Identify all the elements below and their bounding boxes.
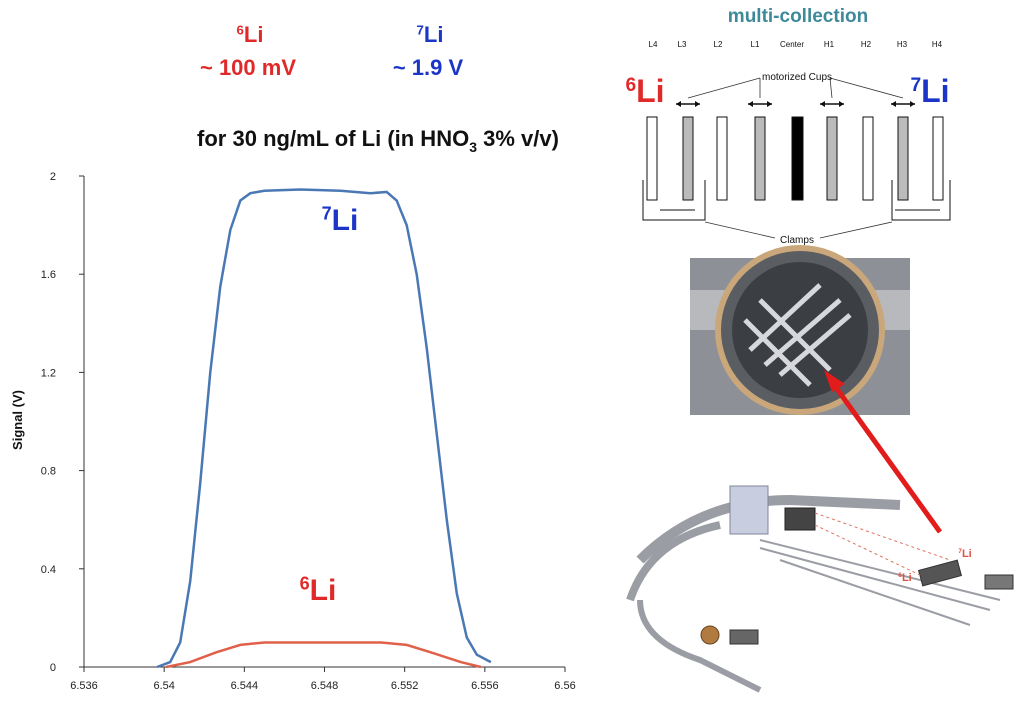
callout-line	[819, 221, 893, 239]
red-arrow	[829, 380, 943, 534]
cup-label: Center	[780, 40, 804, 49]
motorized-label: motorized Cups	[762, 72, 832, 83]
diagram-isotope: 7Li	[910, 73, 949, 109]
cup	[682, 116, 694, 201]
cup-label: L4	[649, 40, 658, 49]
isotope-symbol: Li	[424, 22, 444, 47]
callout-line	[687, 77, 761, 99]
header-isotope: 6Li	[237, 22, 264, 47]
cup-label: L3	[678, 40, 687, 49]
source-block	[729, 629, 759, 645]
title-part: 3% v/v)	[477, 126, 559, 151]
beam	[814, 524, 921, 576]
x-tick-label: 6.54	[153, 680, 174, 692]
instrument-rails	[759, 539, 1001, 626]
cup	[716, 116, 728, 201]
isotope-mass: 6	[625, 75, 636, 96]
diagram-isotope: 6Li	[625, 73, 664, 109]
isotope-symbol: Li	[962, 548, 972, 560]
y-tick-label: 0.4	[41, 564, 56, 576]
x-tick-label: 6.552	[391, 680, 419, 692]
y-tick-label: 1.6	[41, 269, 56, 281]
cup-label: L2	[714, 40, 723, 49]
photo-cups	[743, 283, 852, 387]
cup	[897, 116, 909, 201]
collector	[917, 559, 963, 587]
series-label: 6Li	[300, 574, 337, 608]
cup	[754, 116, 766, 201]
series-line	[156, 188, 492, 669]
cup	[826, 116, 838, 201]
isotope-symbol: Li	[902, 572, 912, 584]
isotope-mass: 7	[910, 75, 921, 96]
isotope-symbol: Li	[332, 204, 359, 237]
isotope-symbol: Li	[310, 574, 337, 607]
y-tick-label: 1.2	[41, 367, 56, 379]
y-axis-label: Signal (V)	[10, 390, 25, 450]
cup	[646, 116, 658, 201]
cup-arrow-heads	[891, 101, 915, 107]
isotope-symbol: Li	[921, 73, 949, 109]
title-part: for 30 ng/mL of Li (in HNO	[197, 126, 469, 151]
isotope-mass: 7	[958, 548, 962, 555]
cup-label: H2	[861, 40, 872, 49]
isotope-symbol: Li	[244, 22, 264, 47]
cup-label: H3	[897, 40, 908, 49]
header-isotope: 7Li	[417, 22, 444, 47]
x-tick-label: 6.56	[554, 680, 575, 692]
source	[700, 625, 720, 645]
x-tick-label: 6.548	[311, 680, 339, 692]
instrument	[626, 485, 1014, 693]
callout-line	[704, 221, 776, 239]
instrument-tube	[637, 599, 762, 693]
photo	[690, 245, 910, 415]
red-arrow-head	[824, 370, 845, 392]
cup-arrow-heads	[676, 101, 700, 107]
header-signal: ~ 100 mV	[200, 55, 296, 80]
isotope-mass: 7	[322, 204, 332, 224]
magnet	[729, 485, 769, 535]
collector-end	[984, 574, 1014, 590]
series-label: 7Li	[322, 204, 359, 238]
isotope-mass: 6	[898, 572, 902, 579]
y-tick-label: 0.8	[41, 466, 56, 478]
x-tick-label: 6.544	[231, 680, 259, 692]
header-signal: ~ 1.9 V	[393, 55, 464, 80]
cup	[932, 116, 944, 201]
instrument-tube	[636, 494, 901, 564]
y-tick-label: 0	[50, 662, 56, 674]
diagram-title: multi-collection	[728, 6, 868, 27]
x-tick-label: 6.536	[70, 680, 98, 692]
clamp	[642, 180, 706, 221]
cup	[791, 116, 804, 201]
cup-label: L1	[751, 40, 760, 49]
cup	[862, 116, 874, 201]
clamps-label: Clamps	[780, 235, 814, 246]
beam-label: 7Li	[958, 548, 971, 560]
cup-label: H1	[824, 40, 835, 49]
cup-arrow-heads	[748, 101, 772, 107]
isotope-symbol: Li	[636, 73, 664, 109]
callout-line	[829, 77, 833, 99]
callout-line	[829, 77, 904, 99]
cup-arrow-heads	[820, 101, 844, 107]
beam-label: 6Li	[898, 572, 911, 584]
x-tick-label: 6.556	[471, 680, 499, 692]
lens	[784, 507, 816, 531]
chart-title: for 30 ng/mL of Li (in HNO3 3% v/v)	[197, 126, 559, 155]
title-sub: 3	[469, 139, 477, 155]
series-line	[165, 641, 482, 669]
isotope-mass: 7	[417, 22, 424, 37]
instrument-tube	[626, 521, 721, 602]
isotope-mass: 6	[300, 574, 310, 594]
clamp	[891, 180, 951, 221]
isotope-mass: 6	[237, 22, 244, 37]
y-tick-label: 2	[50, 171, 56, 183]
cup-label: H4	[932, 40, 943, 49]
